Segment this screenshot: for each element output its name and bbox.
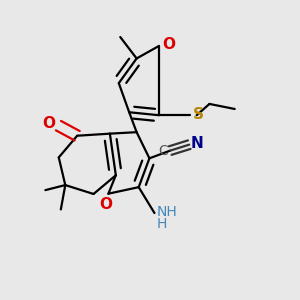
Text: O: O — [162, 37, 175, 52]
Text: H: H — [157, 217, 167, 231]
Text: N: N — [191, 136, 204, 151]
Text: C: C — [159, 144, 168, 158]
Text: O: O — [100, 197, 112, 212]
Text: O: O — [43, 116, 56, 131]
Text: S: S — [193, 107, 203, 122]
Text: NH: NH — [157, 205, 178, 219]
